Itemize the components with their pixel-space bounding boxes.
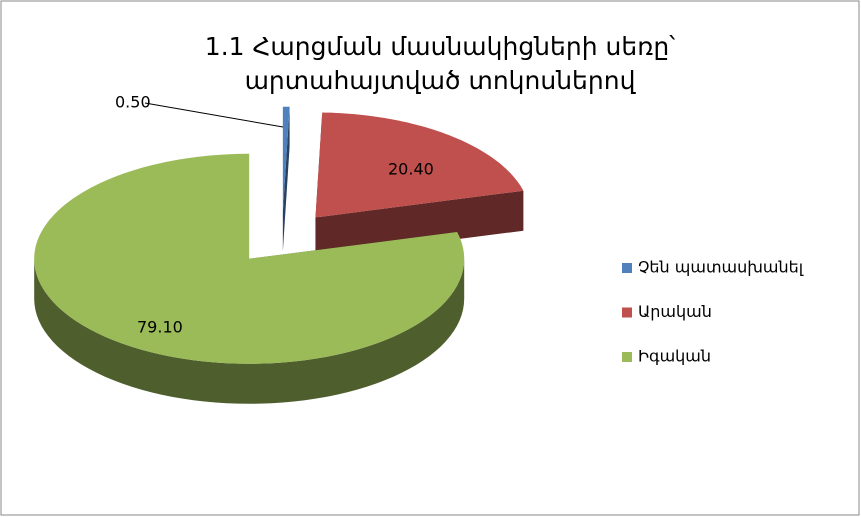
legend-label: Արական bbox=[638, 302, 712, 321]
legend-swatch bbox=[622, 352, 632, 362]
data-label: 20.40 bbox=[388, 160, 434, 179]
slice-side bbox=[315, 190, 524, 258]
data-label: 79.10 bbox=[137, 318, 183, 337]
slice bbox=[282, 106, 290, 212]
slice bbox=[315, 112, 524, 218]
data-label: 0.50 bbox=[115, 93, 151, 112]
slice bbox=[34, 153, 465, 364]
legend-label: Իգական bbox=[638, 347, 711, 366]
legend-swatch bbox=[622, 307, 632, 318]
slice-wall bbox=[34, 258, 465, 404]
slice-side bbox=[282, 106, 290, 252]
legend-swatch bbox=[622, 263, 632, 273]
legend-label: Չեն պատասխանել bbox=[638, 258, 804, 277]
leader-line bbox=[144, 102, 284, 128]
chart-title: 1.1 Հարցման մասնակիցների սեռը՝ արտահայտվ… bbox=[204, 32, 676, 95]
